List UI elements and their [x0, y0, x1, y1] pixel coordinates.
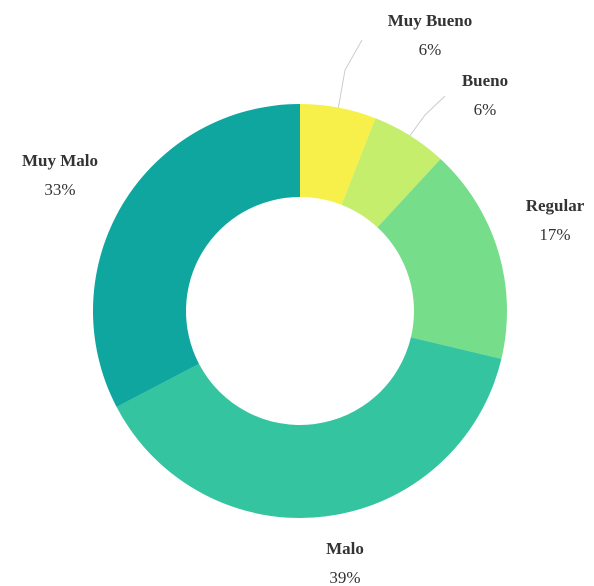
- donut-slice: [341, 118, 441, 228]
- slice-value-label: 33%: [44, 180, 75, 199]
- slice-label: Bueno: [462, 71, 508, 90]
- slice-label: Regular: [526, 196, 585, 215]
- donut-slice: [92, 104, 300, 407]
- slice-value-label: 6%: [474, 100, 497, 119]
- donut-slice: [300, 104, 376, 205]
- leader-line: [337, 39, 363, 108]
- donut-slice: [116, 337, 502, 519]
- slice-value-label: 39%: [329, 568, 360, 586]
- slice-value-label: 17%: [539, 225, 570, 244]
- donut-slice: [377, 159, 507, 359]
- slice-label: Malo: [326, 539, 364, 558]
- slice-value-label: 6%: [419, 40, 442, 59]
- leader-line: [409, 95, 446, 136]
- slice-label: Muy Malo: [22, 151, 98, 170]
- slice-label: Muy Bueno: [388, 11, 473, 30]
